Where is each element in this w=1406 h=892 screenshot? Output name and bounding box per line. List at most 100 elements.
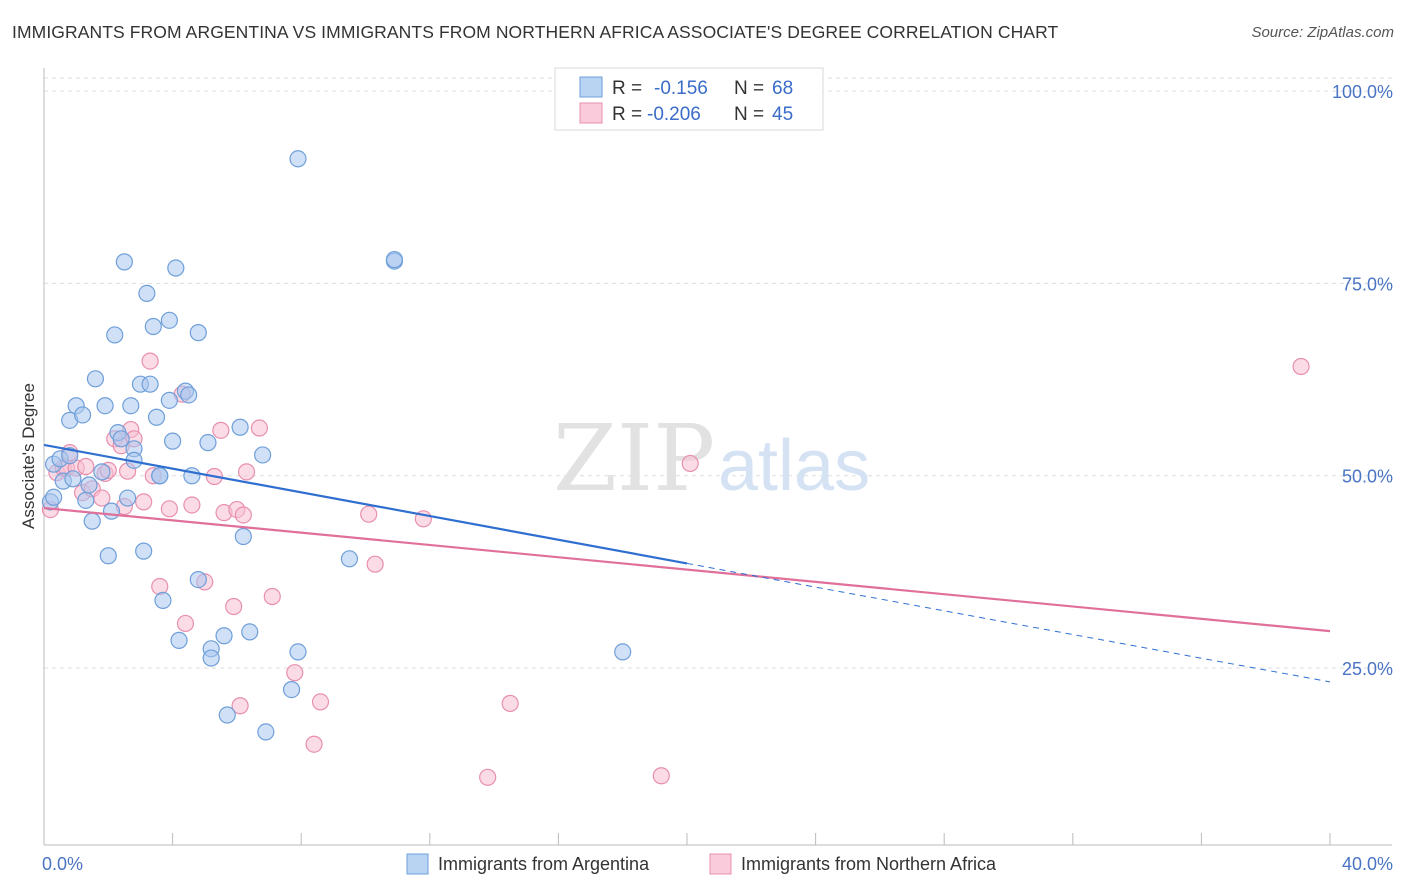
argentina-point-14 <box>93 463 111 481</box>
trend-line-argentina <box>43 443 688 565</box>
argentina-point-57 <box>282 680 301 699</box>
argentina-point-13 <box>86 370 105 388</box>
bottom-legend-swatch-argentina <box>406 853 429 875</box>
y-tick-labels: 25.0% 50.0% 75.0% 100.0% <box>1332 82 1393 679</box>
argentina-point-34 <box>154 591 172 609</box>
argentina-point-35 <box>160 391 178 409</box>
x-tick-label-min: 0.0% <box>42 854 83 874</box>
northern-africa-point-35 <box>250 419 269 437</box>
legend-n-value-argentina: 68 <box>772 78 793 99</box>
bottom-legend-label-africa: Immigrants from Northern Africa <box>741 854 997 874</box>
northern-africa-point-7 <box>77 457 95 476</box>
argentina-point-20 <box>112 430 130 448</box>
legend-r-label-argentina: R = <box>612 78 642 99</box>
argentina-point-36 <box>160 311 178 329</box>
trend-line-argentina-extension <box>686 562 1331 683</box>
argentina-point-23 <box>122 397 140 415</box>
argentina-point-18 <box>106 326 124 344</box>
argentina-point-29 <box>141 375 159 393</box>
argentina-point-48 <box>215 627 233 645</box>
trend-line-northern-africa <box>43 506 1331 633</box>
argentina-point-38 <box>167 259 185 277</box>
argentina-point-56 <box>289 643 307 661</box>
northern-africa-point-40 <box>360 505 378 523</box>
chart-title: IMMIGRANTS FROM ARGENTINA VS IMMIGRANTS … <box>12 22 1059 42</box>
argentina-point-60 <box>385 250 404 269</box>
bottom-legend-swatch-africa <box>709 853 732 875</box>
argentina-point-17 <box>102 502 121 520</box>
argentina-point-52 <box>241 623 259 641</box>
argentina-point-50 <box>231 418 249 436</box>
bottom-legend: Immigrants from Argentina Immigrants fro… <box>406 853 997 875</box>
argentina-point-22 <box>118 489 137 507</box>
y-tick-label-50: 50.0% <box>1342 467 1393 487</box>
northern-africa-point-44 <box>501 694 519 713</box>
argentina-point-54 <box>257 723 275 741</box>
bottom-legend-label-argentina: Immigrants from Argentina <box>438 854 650 874</box>
argentina-point-37 <box>164 432 182 450</box>
argentina-point-55 <box>289 150 307 168</box>
northern-africa-point-47 <box>1292 357 1310 376</box>
northern-africa-point-37 <box>286 664 304 682</box>
argentina-point-11 <box>80 476 98 494</box>
argentina-point-1 <box>45 488 63 506</box>
northern-africa-point-39 <box>305 735 323 753</box>
northern-africa-point-36 <box>263 587 281 606</box>
legend-n-label-argentina: N = <box>734 78 764 99</box>
argentina-point-15 <box>96 397 114 415</box>
legend-r-label-africa: R = <box>612 104 642 125</box>
argentina-point-33 <box>151 467 169 485</box>
northern-africa-point-28 <box>212 421 230 439</box>
trend-lines <box>43 443 1331 683</box>
argentina-point-10 <box>77 491 95 509</box>
northern-africa-point-30 <box>225 597 243 616</box>
argentina-point-16 <box>99 547 117 565</box>
northern-africa-point-46 <box>652 767 670 785</box>
northern-africa-point-18 <box>135 493 153 511</box>
northern-africa-point-19 <box>141 352 159 370</box>
northern-africa-point-22 <box>160 500 178 518</box>
argentina-point-58 <box>340 550 359 568</box>
legend-r-value-argentina: -0.156 <box>654 78 708 99</box>
northern-africa-point-32 <box>234 506 252 524</box>
northern-africa-point-45 <box>681 454 699 473</box>
watermark: ZIP atlas <box>553 405 870 512</box>
northern-africa-point-43 <box>479 768 497 786</box>
argentina-point-43 <box>189 324 207 342</box>
argentina-point-41 <box>180 386 198 404</box>
argentina-point-39 <box>170 631 188 649</box>
x-ticks <box>43 833 1331 845</box>
chart-source: Source: ZipAtlas.com <box>1251 24 1394 41</box>
legend-swatch-argentina <box>579 76 603 98</box>
northern-africa-point-24 <box>176 614 195 633</box>
northern-africa-point-33 <box>231 697 249 715</box>
argentina-point-44 <box>189 570 207 589</box>
argentina-point-21 <box>115 253 133 271</box>
argentina-point-27 <box>135 542 153 560</box>
x-tick-label-max: 40.0% <box>1342 854 1393 874</box>
argentina-point-49 <box>218 706 236 724</box>
northern-africa-point-34 <box>237 463 256 481</box>
axes <box>43 68 1392 846</box>
argentina-point-31 <box>147 408 166 426</box>
northern-africa-point-25 <box>183 496 201 514</box>
argentina-point-28 <box>138 284 156 303</box>
northern-africa-point-38 <box>311 693 330 711</box>
argentina-point-7 <box>64 470 82 488</box>
legend-r-value-africa: -0.206 <box>647 104 701 125</box>
legend-n-label-africa: N = <box>734 104 764 125</box>
y-axis-label: Associate's Degree <box>19 383 38 529</box>
legend: R = -0.156 N = 68 R = -0.206 N = 45 <box>554 67 824 131</box>
argentina-point-9 <box>73 406 92 424</box>
argentina-point-12 <box>83 512 101 530</box>
argentina-point-5 <box>61 447 79 465</box>
argentina-point-61 <box>614 643 632 661</box>
y-tick-label-75: 75.0% <box>1342 274 1393 294</box>
argentina-point-45 <box>199 434 217 452</box>
argentina-point-47 <box>202 649 220 667</box>
y-tick-label-25: 25.0% <box>1342 659 1393 679</box>
northern-africa-point-41 <box>366 555 384 573</box>
legend-n-value-africa: 45 <box>772 104 793 125</box>
argentina-point-30 <box>144 317 162 336</box>
